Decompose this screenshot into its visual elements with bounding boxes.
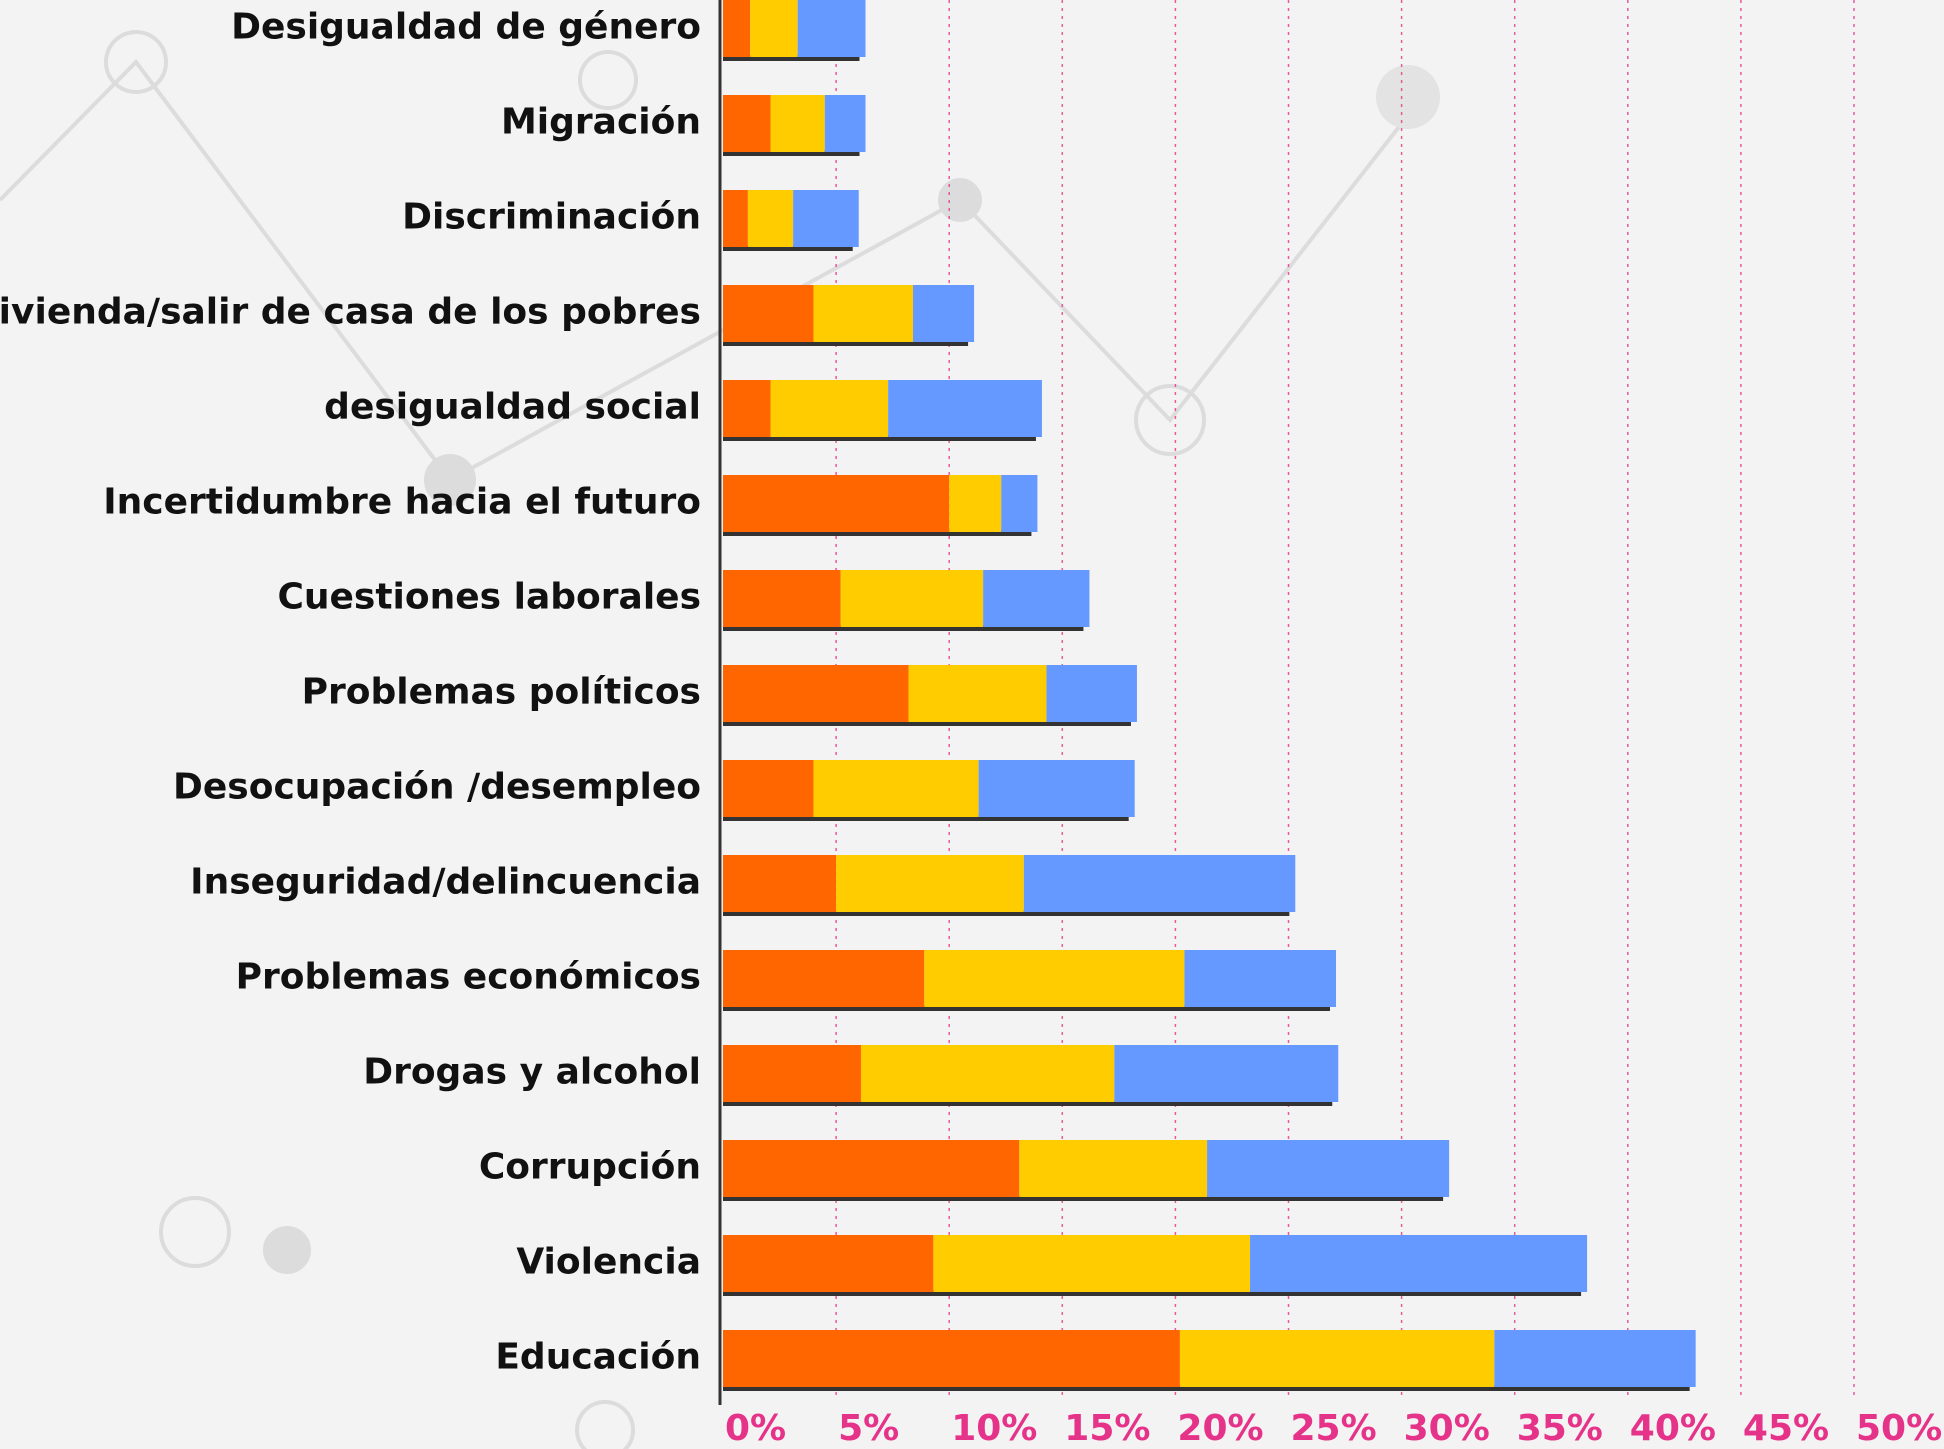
x-tick-label: 20% [1177,1408,1263,1449]
bar-segment [840,570,984,627]
bar-shadow [723,340,969,346]
category-label: Violencia [516,1242,701,1283]
category-label: Migración [501,102,701,143]
x-tick-label: 5% [838,1408,899,1449]
bar-segment [723,285,814,342]
bar-segment [723,0,751,57]
bar-segment [1114,1045,1339,1102]
bar-segment [723,95,771,152]
bar-shadow [723,435,1036,441]
bar-segment [723,190,748,247]
bar-segment [860,1045,1115,1102]
x-tick-label: 25% [1291,1408,1377,1449]
category-label: Incertidumbre hacia el futuro [103,482,701,523]
bar-segment [888,380,1042,437]
bar-segment [723,380,771,437]
bar-segment [797,0,866,57]
bar-segment [770,95,825,152]
x-tick-label: 40% [1630,1408,1716,1449]
bar-segment [723,570,841,627]
category-label: Problemas económicos [236,957,701,998]
bar-shadow [723,245,853,251]
bar-segment [1184,950,1337,1007]
category-label: vivienda/salir de casa de los pobres [0,292,701,333]
bar-segment [770,380,889,437]
bar-segment [908,665,1047,722]
bar-segment [723,665,909,722]
bar-segment [723,1140,1020,1197]
bar-shadow [723,625,1084,631]
bar-segment [750,0,798,57]
x-tick-label: 15% [1064,1408,1150,1449]
bar-segment [1001,475,1038,532]
bar-segment [949,475,1002,532]
x-tick-label: 35% [1517,1408,1603,1449]
x-tick-label: 0% [725,1408,786,1449]
bar-segment [836,855,1024,912]
bar-segment [723,1330,1180,1387]
x-tick-label: 30% [1404,1408,1490,1449]
x-tick-label: 50% [1856,1408,1942,1449]
bar-shadow [723,530,1032,536]
bar-segment [793,190,859,247]
bar-segment [1023,855,1296,912]
bar-segment [813,760,979,817]
category-label: Corrupción [479,1147,701,1188]
bar-shadow [723,55,860,61]
bar-segment [747,190,794,247]
category-label: Problemas políticos [302,672,701,713]
category-label: Desigualdad de género [231,7,701,48]
bar-segment [723,760,814,817]
category-label: Educación [495,1337,701,1378]
bar-shadow [723,1385,1690,1391]
bar-segment [723,475,950,532]
bar-shadow [723,150,860,156]
bar-shadow [723,1290,1582,1296]
bar-segment [1046,665,1137,722]
bar-segment [913,285,975,342]
category-label: Desocupación /desempleo [173,767,701,808]
x-tick-label: 45% [1743,1408,1829,1449]
bar-segment [983,570,1090,627]
category-label: Drogas y alcohol [363,1052,701,1093]
bar-segment [924,950,1185,1007]
bar-segment [1019,1140,1208,1197]
background-decoration [0,30,1440,1449]
bar-shadow [723,720,1131,726]
bar-shadow [723,1100,1333,1106]
x-tick-label: 10% [951,1408,1037,1449]
bar-shadow [723,815,1129,821]
bar-segment [723,950,925,1007]
bar-segment [933,1235,1251,1292]
bar-segment [1250,1235,1588,1292]
bar-segment [723,1235,934,1292]
bar-segment [1207,1140,1450,1197]
bar-segment [1179,1330,1495,1387]
bar-segment [978,760,1135,817]
bar-shadow [723,1005,1331,1011]
bar-segment [824,95,866,152]
bar-shadow [723,910,1290,916]
category-label: Cuestiones laborales [277,577,701,618]
category-label: Discriminación [402,197,701,238]
bar-segment [813,285,914,342]
bar-segment [723,1045,861,1102]
category-label: desigualdad social [324,387,701,428]
bar-segment [723,855,837,912]
category-label: Inseguridad/delincuencia [190,862,701,903]
bar-shadow [723,1195,1444,1201]
bar-segment [1494,1330,1696,1387]
